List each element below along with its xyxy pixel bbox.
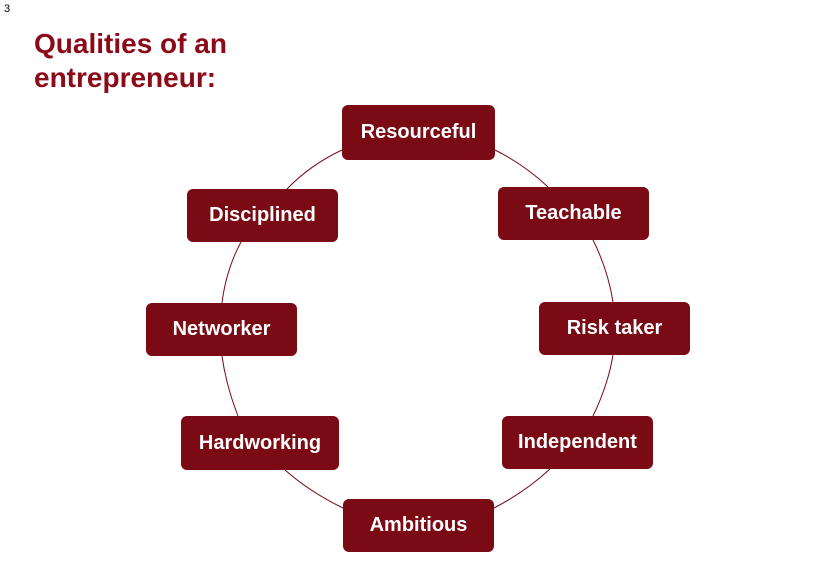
connector-resourceful-teachable <box>494 149 549 188</box>
node-teachable: Teachable <box>498 187 649 240</box>
connector-risk-taker-independent <box>592 354 614 417</box>
connector-teachable-risk-taker <box>592 239 614 303</box>
node-networker: Networker <box>146 303 297 356</box>
page-title: Qualities of an entrepreneur: <box>34 27 354 95</box>
node-disciplined: Disciplined <box>187 189 338 242</box>
node-independent: Independent <box>502 416 653 469</box>
connector-disciplined-resourceful <box>286 149 343 190</box>
page-number: 3 <box>4 3 11 15</box>
connector-hardworking-networker <box>221 355 239 417</box>
node-risk-taker: Risk taker <box>539 302 690 355</box>
connector-ambitious-hardworking <box>284 469 344 509</box>
title-line-2: entrepreneur: <box>34 62 217 93</box>
connector-networker-disciplined <box>221 241 242 304</box>
title-line-1: Qualities of an <box>34 28 227 59</box>
connector-independent-ambitious <box>493 468 551 509</box>
node-resourceful: Resourceful <box>342 105 495 160</box>
node-ambitious: Ambitious <box>343 499 494 552</box>
node-hardworking: Hardworking <box>181 416 339 470</box>
